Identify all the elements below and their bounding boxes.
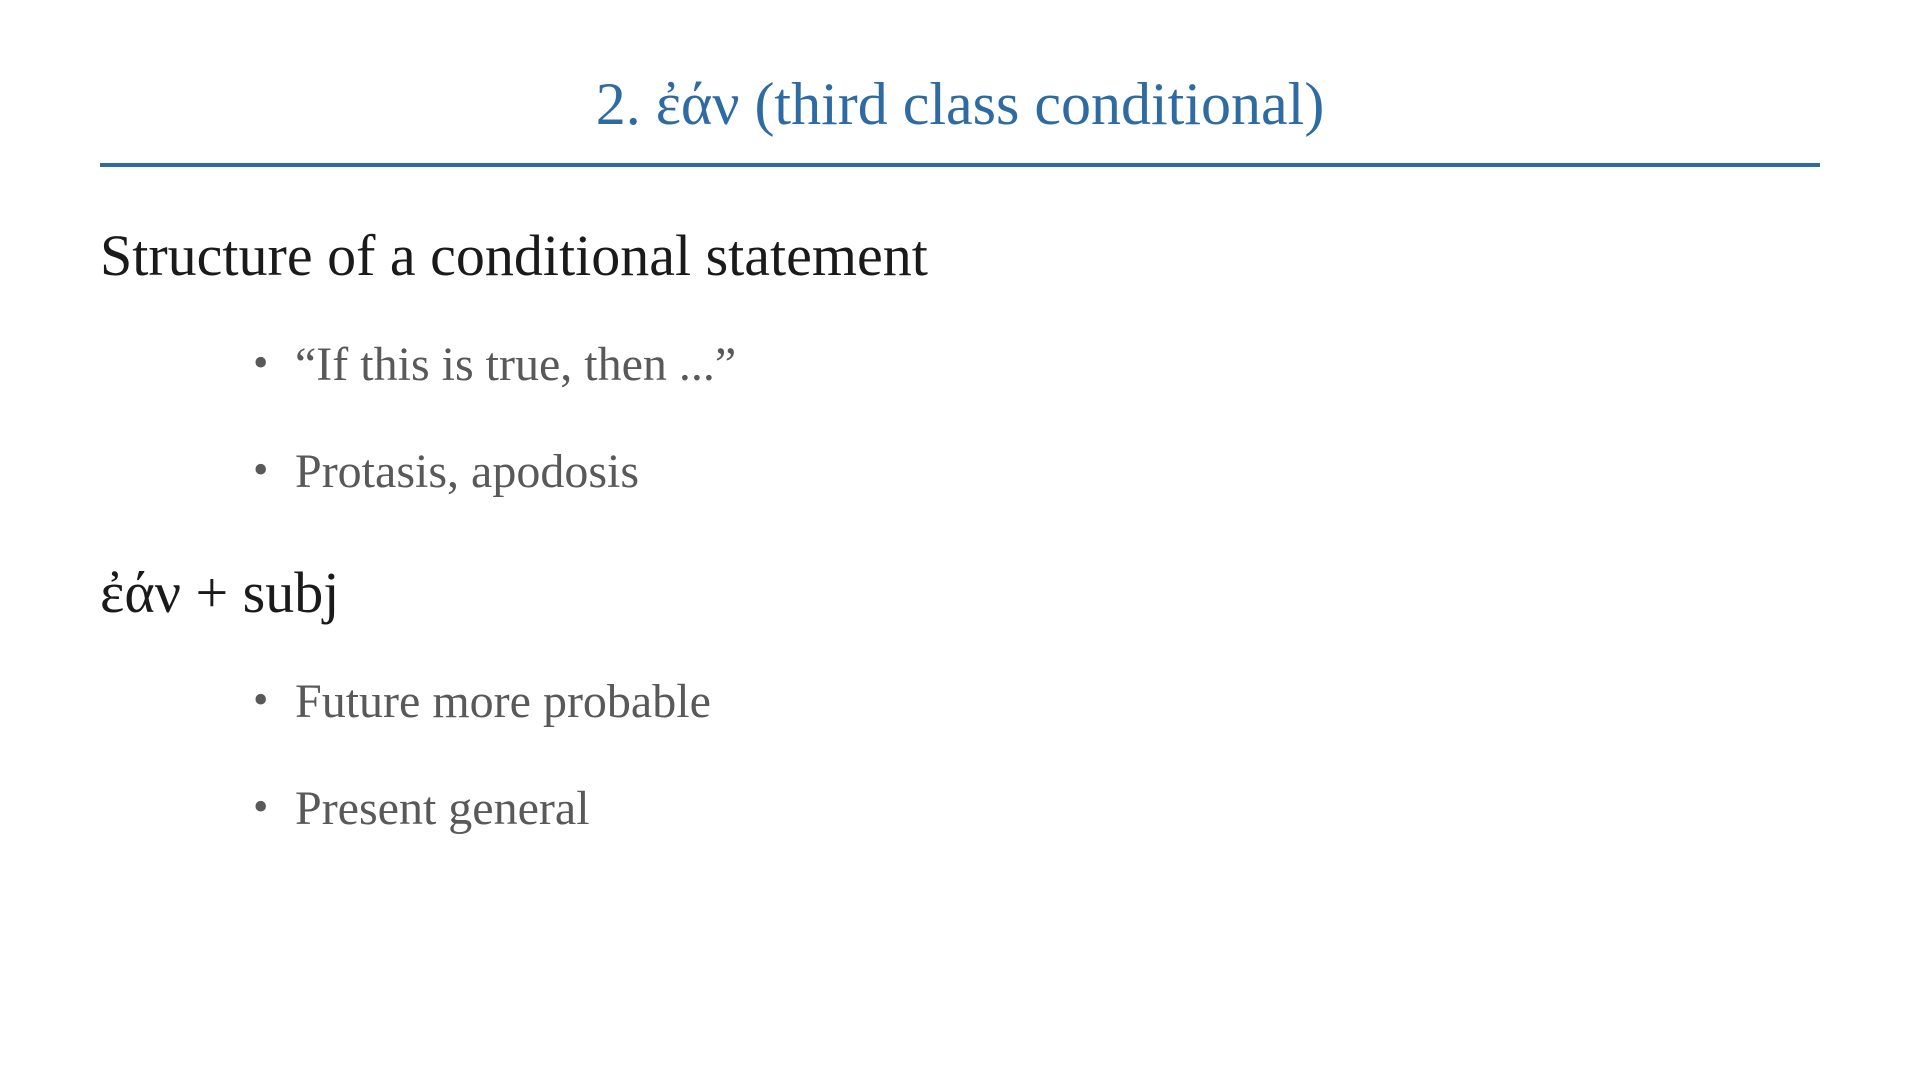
bullet-item: Present general	[295, 778, 1820, 840]
title-divider	[100, 163, 1820, 167]
slide-title: 2. ἐάν (third class conditional)	[100, 70, 1820, 139]
bullet-item: Future more probable	[295, 671, 1820, 733]
bullet-item: Protasis, apodosis	[295, 441, 1820, 503]
bullet-item: “If this is true, then ...”	[295, 334, 1820, 396]
section1-bullets: “If this is true, then ...” Protasis, ap…	[100, 334, 1820, 504]
section2-bullets: Future more probable Present general	[100, 671, 1820, 841]
slide-container: 2. ἐάν (third class conditional) Structu…	[0, 0, 1920, 1080]
section1-heading: Structure of a conditional statement	[100, 222, 1820, 289]
section2-heading: ἐάν + subj	[100, 559, 1820, 626]
